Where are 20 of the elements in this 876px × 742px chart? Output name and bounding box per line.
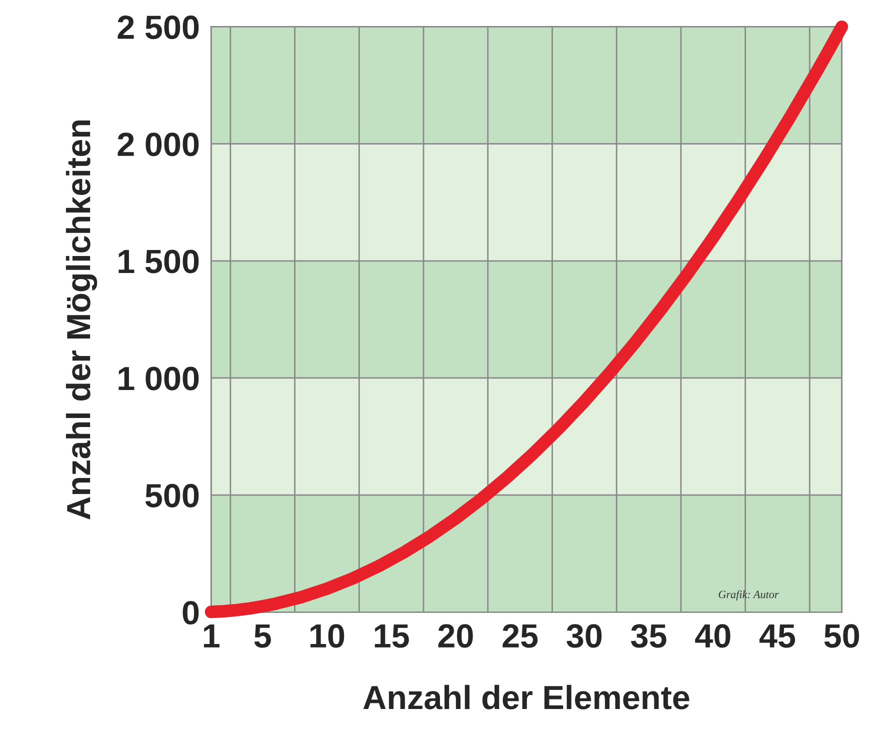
x-tick-label: 45	[759, 624, 796, 648]
y-tick-label: 500	[145, 484, 199, 508]
y-axis-title: Anzahl der Möglichkeiten	[66, 120, 98, 520]
annotation: Grafik: Autor	[718, 590, 779, 600]
x-tick-label: 5	[254, 624, 271, 648]
x-tick-label: 1	[204, 624, 220, 648]
x-axis-title: Anzahl der Elemente	[363, 684, 690, 710]
y-tick-label: 0	[182, 600, 199, 625]
x-tick-label: 25	[502, 624, 538, 648]
y-tick-label: 2 000	[118, 132, 199, 156]
y-tick-label: 1 500	[118, 250, 199, 274]
x-tick-label: 30	[566, 624, 602, 648]
x-tick-label: 35	[630, 624, 666, 648]
x-tick-label: 10	[310, 624, 344, 648]
x-tick-label: 40	[695, 624, 730, 648]
y-tick-label: 2 500	[118, 16, 199, 40]
y-tick-label: 1 000	[118, 366, 199, 390]
x-tick-label: 15	[374, 624, 409, 648]
x-tick-label: 50	[824, 624, 860, 648]
x-tick-label: 20	[438, 624, 473, 648]
